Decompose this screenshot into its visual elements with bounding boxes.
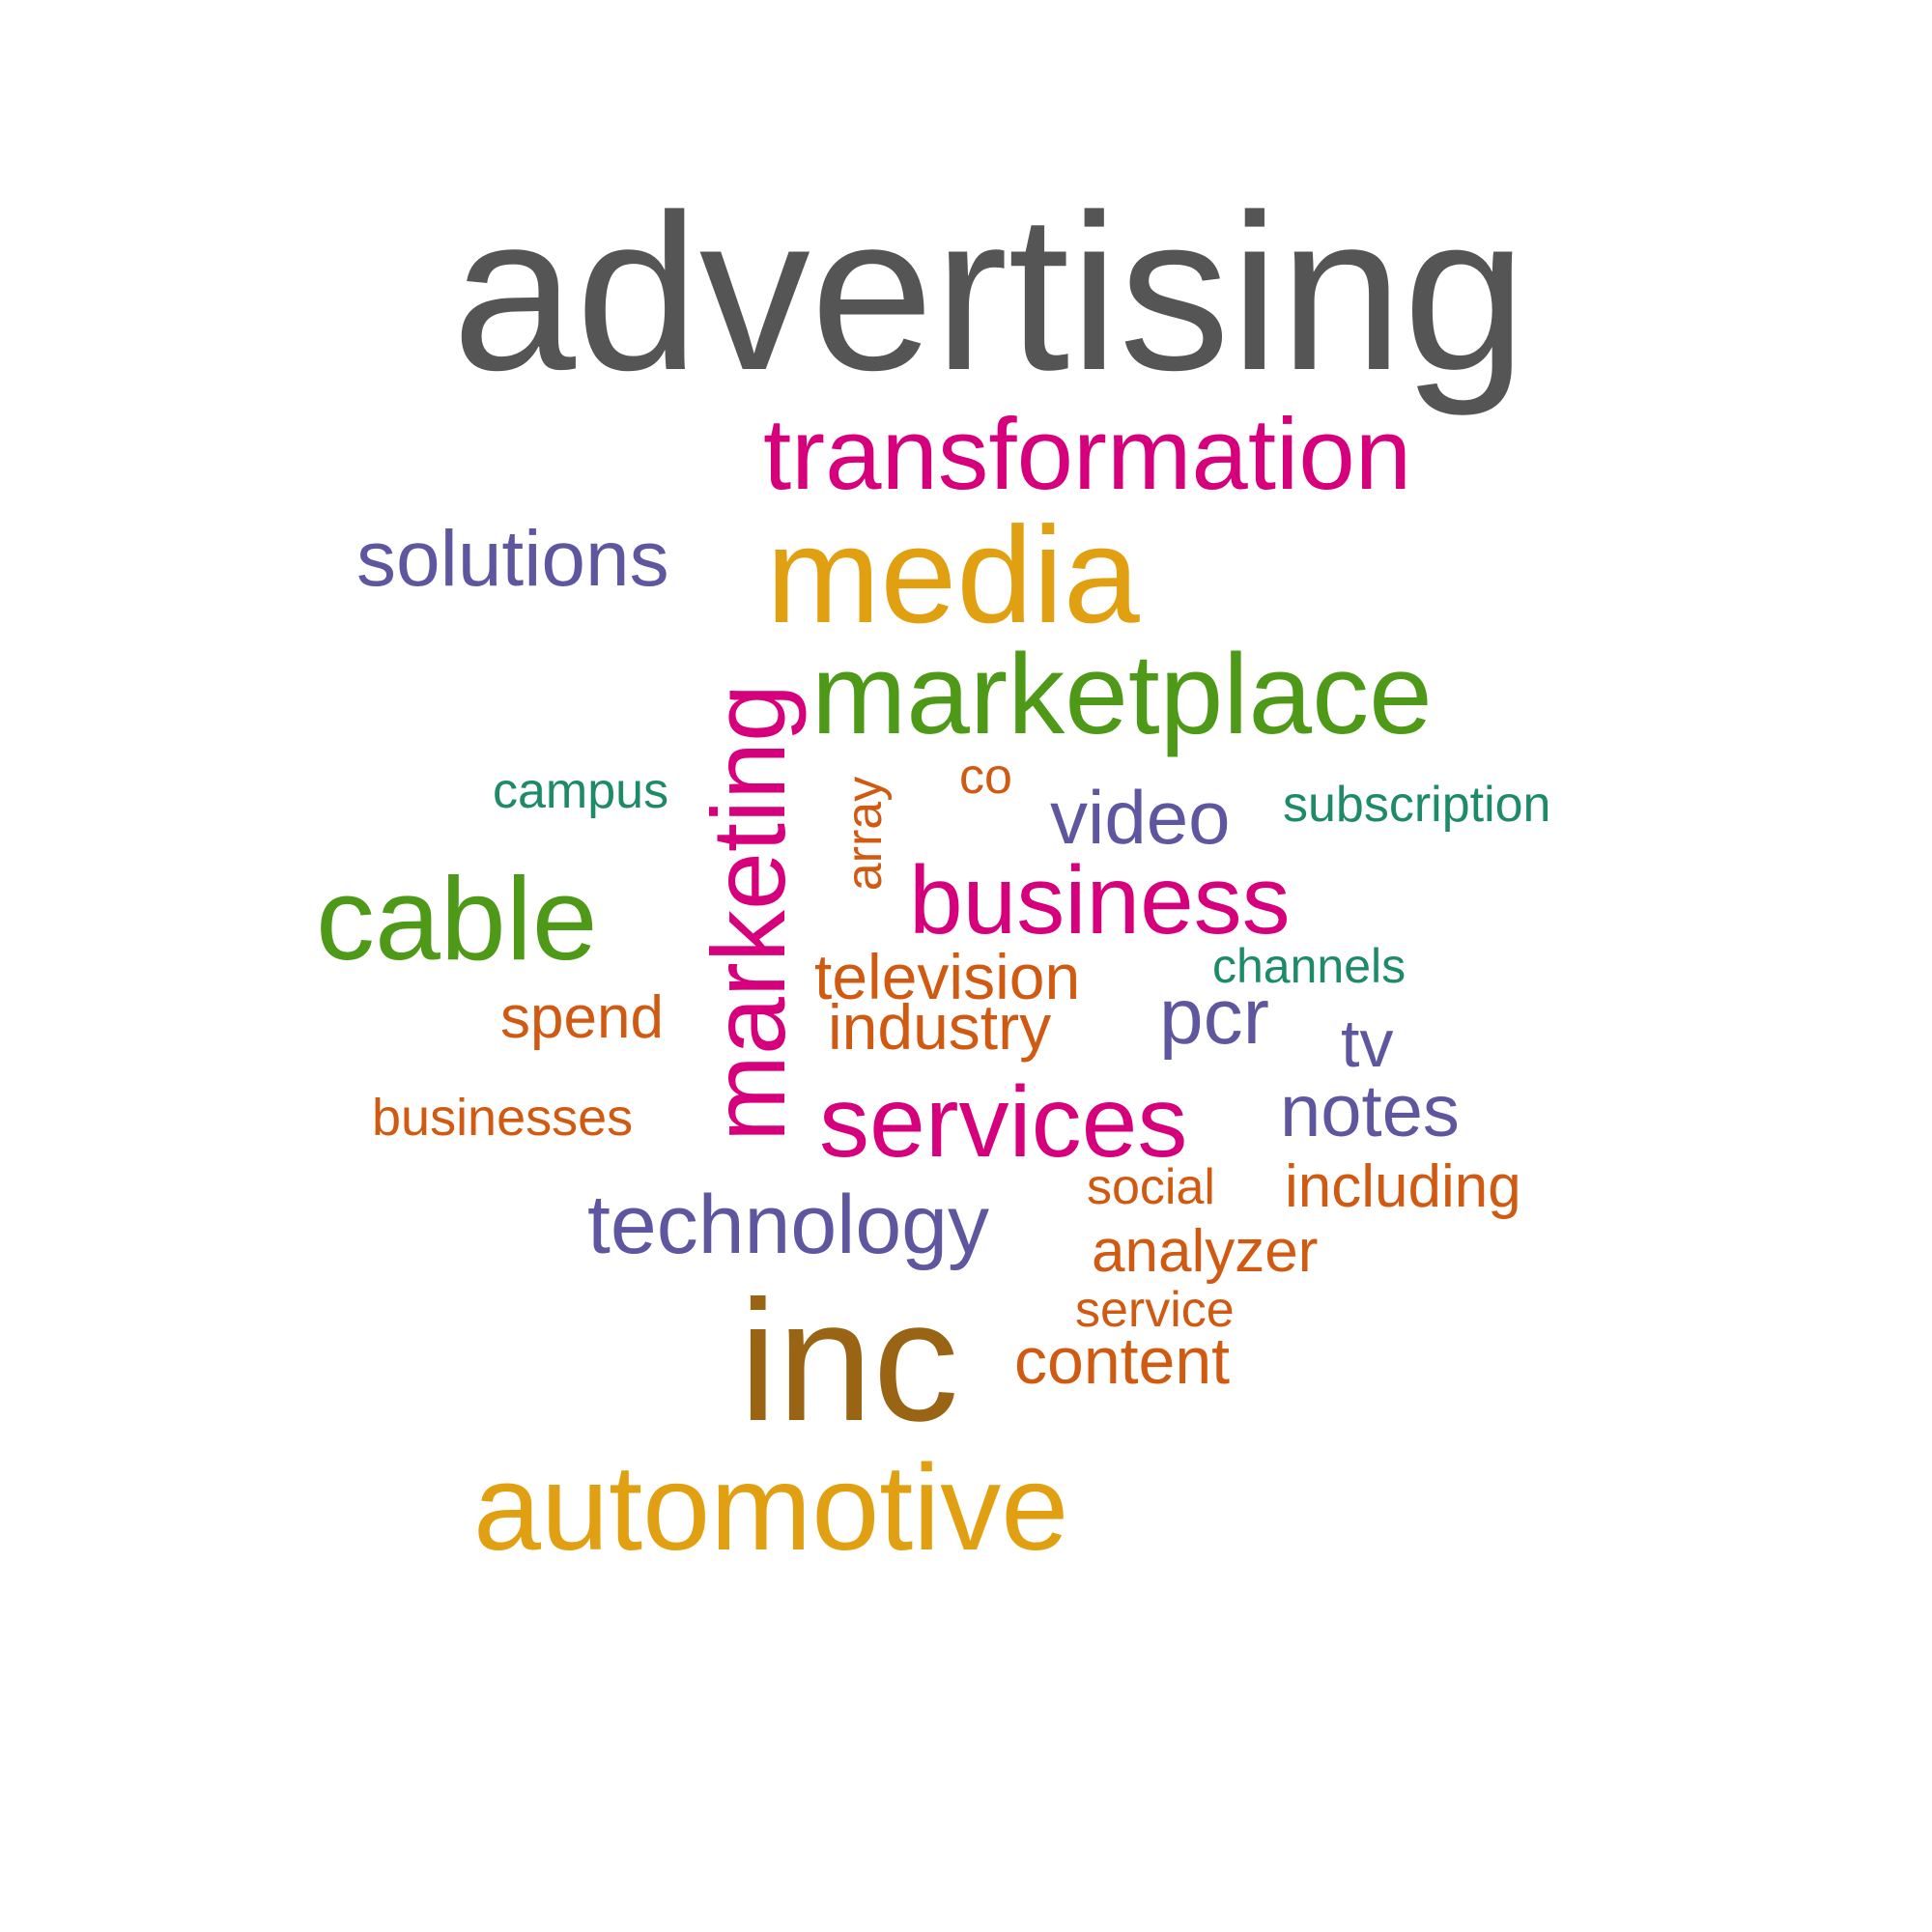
word-tv: tv [1341, 1006, 1394, 1081]
word-advertising: advertising [452, 168, 1527, 416]
word-subscription: subscription [1283, 777, 1551, 833]
word-industry: industry [828, 991, 1052, 1063]
word-businesses: businesses [372, 1089, 634, 1147]
word-technology: technology [587, 1179, 989, 1271]
word-services: services [819, 1066, 1188, 1179]
word-campus: campus [493, 763, 669, 819]
word-television: television [814, 941, 1081, 1012]
word-marketing: marketing [690, 683, 807, 1143]
word-inc: inc [739, 1264, 959, 1457]
word-transformation: transformation [763, 398, 1412, 511]
word-content: content [1014, 1324, 1231, 1398]
word-social: social [1087, 1159, 1215, 1215]
word-solutions: solutions [356, 515, 669, 603]
word-business: business [909, 846, 1291, 954]
word-spend: spend [500, 984, 664, 1051]
word-video: video [1050, 775, 1231, 860]
word-automotive: automotive [473, 1439, 1069, 1576]
word-media: media [766, 498, 1140, 652]
word-marketplace: marketplace [811, 631, 1433, 758]
word-analyzer: analyzer [1092, 1218, 1319, 1285]
word-array: array [836, 776, 893, 892]
word-co: co [959, 749, 1012, 805]
word-cable: cable [316, 853, 598, 984]
word-including: including [1285, 1153, 1521, 1220]
word-pcr: pcr [1159, 973, 1269, 1061]
word-notes: notes [1280, 1070, 1460, 1152]
word-service: service [1075, 1282, 1235, 1338]
word-channels: channels [1212, 939, 1406, 993]
